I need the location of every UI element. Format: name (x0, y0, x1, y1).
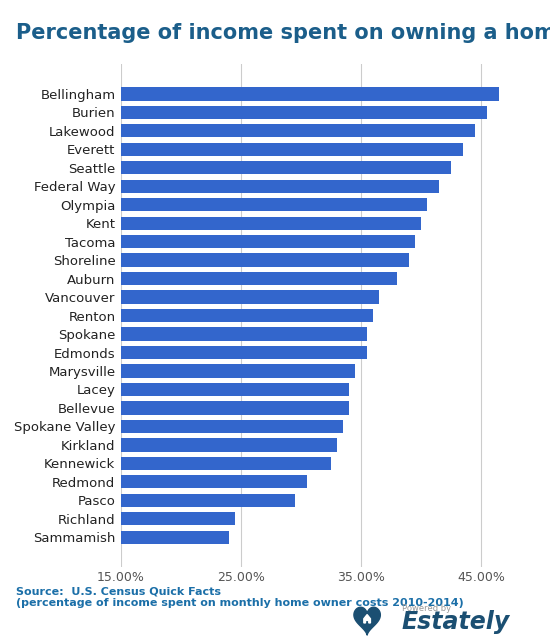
Bar (0, 494, 295, 507)
Bar (0, 512, 235, 526)
Bar (0, 272, 397, 285)
Polygon shape (364, 614, 371, 623)
Bar (0, 124, 475, 137)
Bar (0, 346, 367, 359)
Bar (0, 254, 409, 267)
Text: Estately: Estately (402, 611, 510, 634)
Bar (0, 180, 439, 193)
Bar (0, 106, 487, 119)
Bar (0, 161, 451, 175)
Bar (0, 143, 463, 156)
Bar (0, 327, 367, 341)
Text: Source:  U.S. Census Quick Facts
(percentage of income spent on monthly home own: Source: U.S. Census Quick Facts (percent… (16, 586, 464, 608)
Bar (0, 235, 415, 249)
Polygon shape (354, 607, 380, 635)
Bar (0, 531, 229, 544)
Text: Powered by: Powered by (402, 604, 450, 613)
Text: Percentage of income spent on owning a home: Percentage of income spent on owning a h… (16, 23, 550, 43)
Bar (0, 383, 349, 396)
Bar (0, 401, 349, 415)
Bar (0, 365, 355, 377)
Bar (0, 198, 427, 211)
Bar (0, 216, 421, 230)
Bar (0, 309, 373, 322)
Bar (0, 420, 343, 433)
Bar (0, 87, 499, 100)
Bar (0, 457, 331, 470)
Bar (0, 475, 307, 488)
Bar (0, 290, 379, 304)
Bar (0, 438, 337, 451)
